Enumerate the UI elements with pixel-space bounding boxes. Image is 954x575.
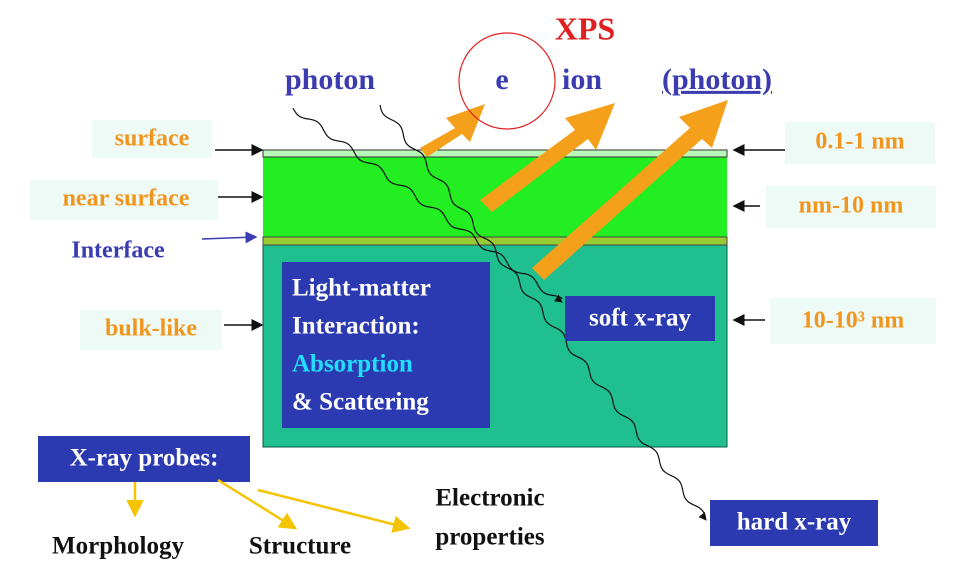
interaction-line: Light-matter <box>292 275 431 302</box>
interface-layer <box>262 236 728 246</box>
bulk-label: bulk-like <box>105 316 197 342</box>
interface-label: Interface <box>71 238 165 264</box>
emission-arrows <box>420 100 728 280</box>
bulk-depth: 10-10³ nm <box>802 308 905 334</box>
title: XPS <box>555 10 615 46</box>
probe-item: Electronic <box>435 485 544 512</box>
probe-item: Structure <box>249 533 351 560</box>
electron-label: e <box>495 63 508 96</box>
photon-label: photon <box>285 63 375 96</box>
photon-paths <box>292 104 707 521</box>
probe-arrows <box>126 478 411 533</box>
hard-xray-label: hard x-ray <box>737 509 852 536</box>
probes-title: X-ray probes: <box>70 445 219 472</box>
surface-layer <box>262 149 728 158</box>
soft-xray-label: soft x-ray <box>589 305 692 332</box>
probe-item: Morphology <box>52 533 184 560</box>
hard-xray-box <box>710 500 878 546</box>
near-surface-label: near surface <box>63 186 190 212</box>
label-bg <box>770 298 936 344</box>
soft-xray-box <box>565 296 715 341</box>
surface-depth: 0.1-1 nm <box>815 129 904 155</box>
label-bg <box>80 310 222 350</box>
interaction-line: & Scattering <box>292 389 429 416</box>
interaction-line: Absorption <box>292 351 413 378</box>
surface-label: surface <box>115 126 190 152</box>
photon-wave <box>379 104 707 519</box>
xps-circle <box>458 32 556 130</box>
pointer <box>201 231 258 244</box>
photon-out-label: (photon) <box>662 63 772 96</box>
probe-item: properties <box>435 524 545 551</box>
wave-head <box>553 294 563 303</box>
label-bg <box>766 186 936 228</box>
label-bg <box>785 122 935 164</box>
interaction-line: Interaction: <box>292 313 420 340</box>
wave-head <box>698 512 707 521</box>
ion-label: ion <box>562 63 602 96</box>
probes-box <box>38 436 250 482</box>
label-bg <box>92 120 212 158</box>
label-bg <box>30 180 218 220</box>
near-surface-depth: nm-10 nm <box>799 193 904 219</box>
interaction-box <box>282 262 490 428</box>
